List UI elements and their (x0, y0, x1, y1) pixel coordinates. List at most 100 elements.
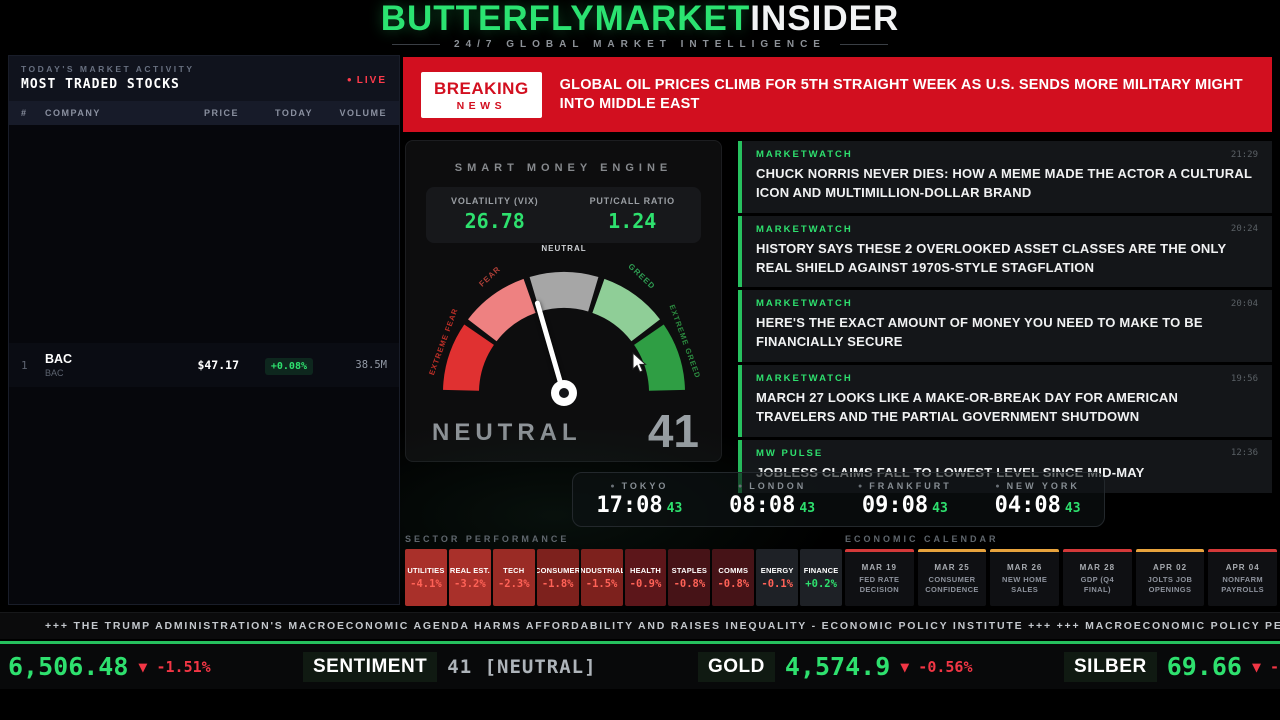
calendar-card: MAR 19 FED RATE DECISION (845, 549, 914, 606)
clock-time: 09:08 (861, 493, 929, 518)
news-item[interactable]: MARKETWATCH 19:56 MARCH 27 LOOKS LIKE A … (738, 365, 1272, 437)
clock-time-line: 08:08 43 (706, 493, 839, 518)
news-headline: CHUCK NORRIS NEVER DIES: HOW A MEME MADE… (756, 166, 1252, 200)
sector-name: COMMS (718, 565, 749, 575)
stock-symbol: BAC (45, 352, 73, 366)
calendar-date: APR 02 (1153, 562, 1188, 572)
col-volume: VOLUME (339, 108, 387, 118)
clock-time: 17:08 (596, 493, 663, 518)
index-quote: 6,506.48 ▼ -1.51% (8, 644, 211, 689)
app-title-white: INSIDER (750, 0, 900, 38)
calendar-date: MAR 26 (1007, 562, 1043, 572)
gauge-seg-extreme-greed (633, 324, 685, 392)
news-timestamp: 12:36 (1230, 448, 1258, 459)
calendar-card: MAR 26 NEW HOME SALES (990, 549, 1060, 606)
sentiment-label: SENTIMENT (303, 651, 438, 682)
world-clocks: ● TOKYO 17:08 43 ● LONDON 08:08 43 ● FRANKFUR… (572, 472, 1105, 527)
most-traded-titles: TODAY'S MARKET ACTIVITY MOST TRADED STOC… (21, 64, 195, 92)
news-source: MW PULSE (756, 448, 823, 459)
put-call-stat: PUT/CALL RATIO 1.24 (564, 196, 702, 233)
breaking-headline: GLOBAL OIL PRICES CLIMB FOR 5TH STRAIGHT… (559, 76, 1243, 112)
news-source: MARKETWATCH (756, 373, 853, 385)
clock-seconds: 43 (666, 501, 683, 516)
stock-company: BAC BAC (45, 352, 169, 378)
city-dot-icon: ● (995, 483, 1003, 490)
col-company: COMPANY (45, 108, 101, 118)
clock-city: ● LONDON (706, 481, 839, 491)
calendar-date: APR 04 (1225, 562, 1260, 572)
most-traded-title: MOST TRADED STOCKS (21, 77, 180, 92)
silver-value: 69.66 (1166, 652, 1242, 681)
gauge-hub (551, 380, 577, 406)
sentiment-value: 41 [NEUTRAL] (447, 655, 597, 678)
clock-time: 04:08 (994, 493, 1061, 518)
news-item[interactable]: MARKETWATCH 21:29 CHUCK NORRIS NEVER DIE… (738, 141, 1272, 213)
news-headline: MARCH 27 LOOKS LIKE A MAKE-OR-BREAK DAY … (756, 390, 1179, 424)
gauge-seg-extreme-fear (443, 324, 495, 392)
world-clock: ● NEW YORK 04:08 43 (971, 481, 1104, 518)
sector-value: -1.8% (541, 577, 574, 590)
sentiment-verdict: NEUTRAL (432, 419, 582, 447)
silver-quote: SILBER 69.66 ▼ -1.75% (1064, 644, 1280, 689)
live-badge: ● LIVE (347, 75, 387, 92)
news-source: MARKETWATCH (756, 149, 853, 160)
stock-name: BAC (45, 368, 64, 378)
news-source: MARKETWATCH (756, 298, 853, 310)
city-dot-icon: ● (738, 483, 746, 490)
gauge-label-neutral: NEUTRAL (541, 244, 587, 253)
clock-seconds: 43 (799, 501, 816, 516)
vix-label: VOLATILITY (VIX) (451, 196, 539, 206)
live-dot-icon: ● (346, 75, 354, 84)
news-item-meta: MARKETWATCH 19:56 (756, 373, 1258, 384)
news-item-meta: MARKETWATCH 20:04 (756, 298, 1258, 309)
news-item[interactable]: MARKETWATCH 20:04 HERE'S THE EXACT AMOUN… (738, 290, 1272, 363)
news-feed: MARKETWATCH 21:29 CHUCK NORRIS NEVER DIE… (738, 141, 1272, 493)
mouse-cursor-icon (632, 352, 647, 373)
bottom-quote-bar: 6,506.48 ▼ -1.51% SENTIMENT 41 [NEUTRAL]… (0, 641, 1280, 689)
breaking-badge-line1: BREAKING (434, 78, 529, 98)
sector-name: STAPLES (671, 565, 708, 575)
subtitle-dash-left (392, 44, 441, 45)
news-timestamp: 19:56 (1230, 373, 1258, 384)
world-clock: ● LONDON 08:08 43 (706, 481, 839, 518)
clock-seconds: 43 (1064, 501, 1081, 516)
gauge-arc (443, 271, 685, 392)
sector-value: -4.1% (410, 577, 442, 590)
sector-name: UTILITIES (407, 565, 445, 575)
table-row[interactable]: 1 BAC BAC $47.17 +0.08% 38.5M (9, 343, 399, 387)
sector-tile: INDUSTRIAL -1.5% (580, 549, 623, 606)
put-call-value: 1.24 (608, 209, 657, 233)
sector-tile: FINANCE +0.2% (800, 549, 843, 606)
calendar-event-name: NONFARM PAYROLLS (1221, 574, 1265, 594)
news-headline: HERE'S THE EXACT AMOUNT OF MONEY YOU NEE… (756, 315, 1203, 350)
sector-name: HEALTH (629, 565, 662, 575)
calendar-event-name: JOLTS JOB OPENINGS (1147, 574, 1193, 594)
app-title: BUTTERFLYMARKETINSIDER (0, 0, 1280, 37)
vix-value: 26.78 (464, 209, 525, 233)
smart-money-title: SMART MONEY ENGINE (454, 162, 673, 174)
sentiment-score: 41 (648, 404, 699, 458)
stock-volume: 38.5M (355, 359, 387, 371)
clock-time-line: 09:08 43 (839, 493, 972, 518)
sector-value: -0.1% (761, 577, 793, 590)
news-item-meta: MW PULSE 12:36 (756, 448, 1258, 459)
breaking-badge: BREAKING NEWS (421, 71, 542, 118)
breaking-news-banner: BREAKING NEWS GLOBAL OIL PRICES CLIMB FO… (403, 57, 1272, 132)
news-item[interactable]: MARKETWATCH 20:24 HISTORY SAYS THESE 2 O… (738, 215, 1272, 288)
news-headline: HISTORY SAYS THESE 2 OVERLOOKED ASSET CL… (756, 240, 1227, 275)
app-title-green: BUTTERFLYMARKET (380, 0, 751, 38)
smart-money-stats: VOLATILITY (VIX) 26.78 PUT/CALL RATIO 1.… (426, 187, 701, 243)
stock-price: $47.17 (197, 358, 239, 372)
market-activity-kicker: TODAY'S MARKET ACTIVITY (21, 64, 195, 74)
col-today: TODAY (274, 108, 313, 118)
clock-city-name: NEW YORK (1006, 481, 1080, 491)
sector-tile: STAPLES -0.8% (668, 549, 711, 606)
news-item-meta: MARKETWATCH 20:24 (756, 224, 1258, 235)
calendar-event-name: NEW HOME SALES (1002, 574, 1048, 594)
sector-tile: CONSUMER -1.8% (536, 549, 579, 606)
sector-name: CONSUMER (536, 565, 579, 575)
news-item-meta: MARKETWATCH 21:29 (756, 149, 1258, 160)
sector-tile: COMMS -0.8% (712, 549, 755, 606)
news-timestamp: 21:29 (1230, 149, 1258, 160)
